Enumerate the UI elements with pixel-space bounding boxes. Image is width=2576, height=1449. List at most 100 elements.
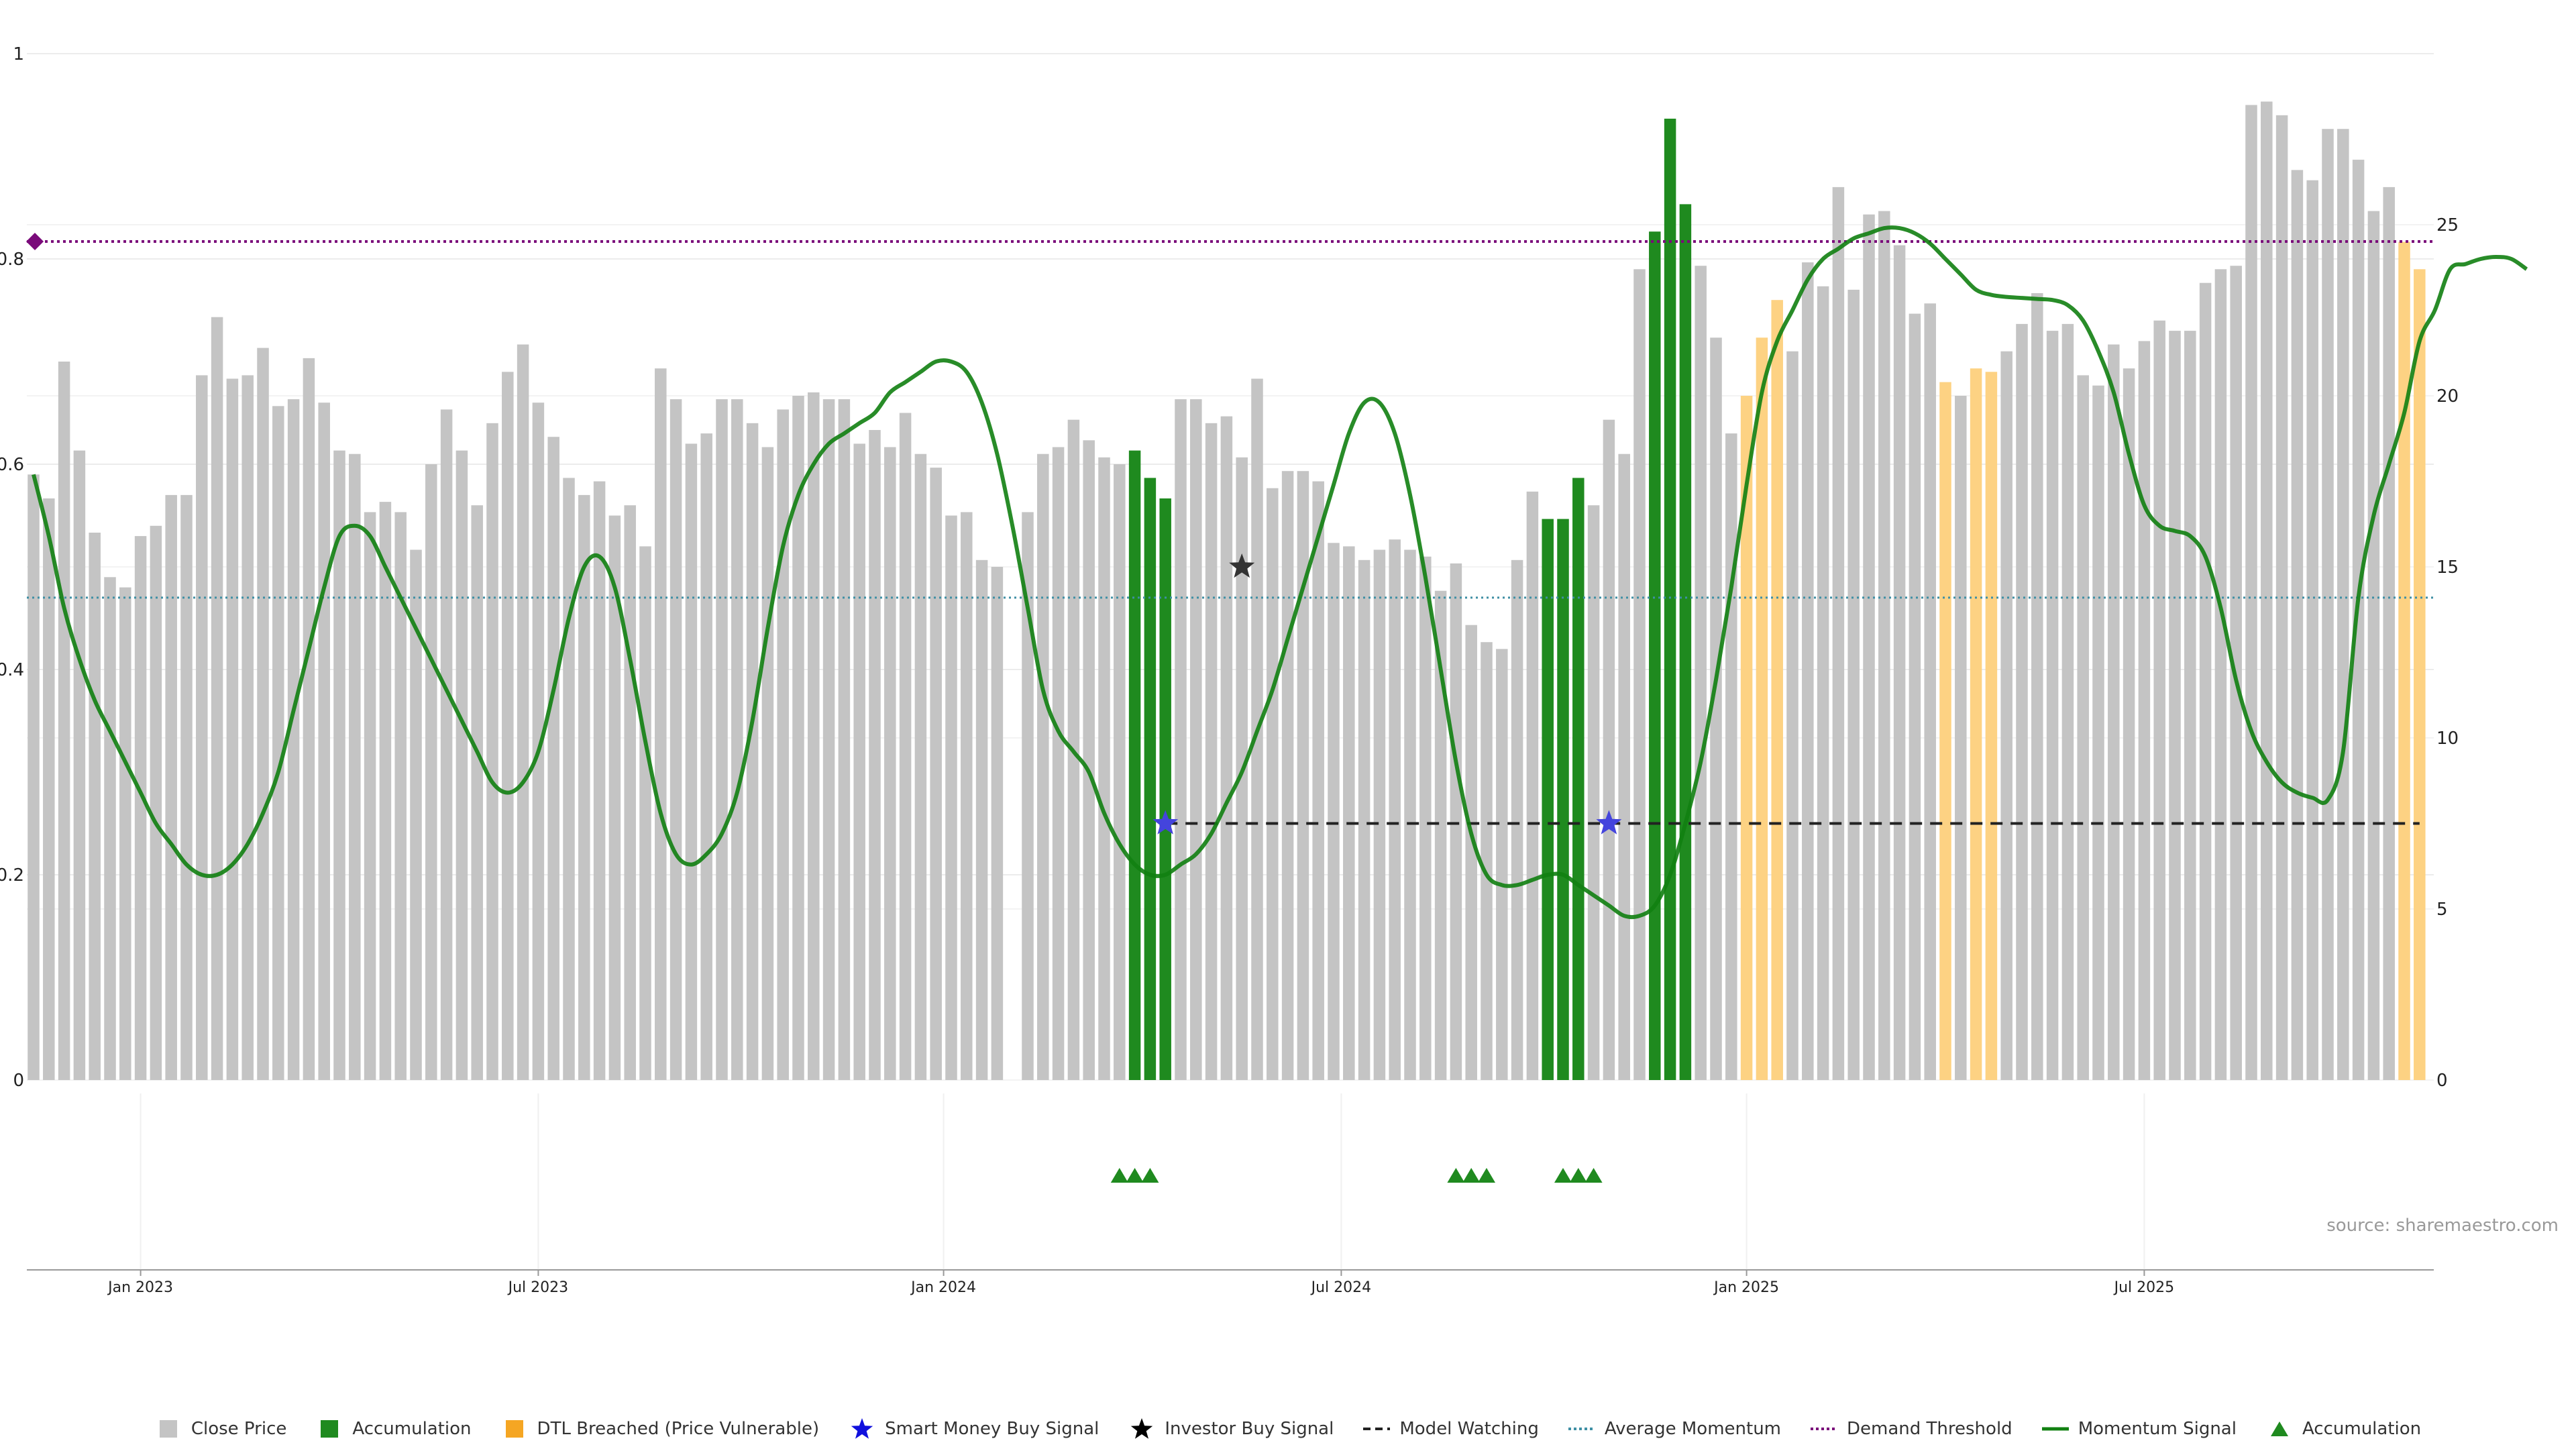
- close-price-bar: [624, 505, 636, 1080]
- close-price-bar: [425, 464, 437, 1080]
- close-price-bar: [532, 402, 545, 1080]
- close-price-bar: [1404, 549, 1416, 1080]
- close-price-bar: [869, 430, 881, 1080]
- close-price-bar: [1603, 419, 1615, 1080]
- close-price-bar: [639, 546, 651, 1080]
- close-price-bar: [89, 533, 101, 1080]
- close-price-bar: [486, 423, 498, 1080]
- close-price-bar: [1909, 313, 1921, 1081]
- green-square-icon: [321, 1420, 339, 1438]
- close-price-bar: [333, 450, 345, 1080]
- close-price-bar: [2016, 323, 2028, 1080]
- legend-label: Accumulation: [2302, 1419, 2422, 1439]
- close-price-bar: [471, 505, 483, 1080]
- black-star-icon: [1131, 1418, 1153, 1439]
- right-axis-tick-label: 10: [2436, 729, 2459, 749]
- momentum-signal-path: [32, 225, 2528, 920]
- close-price-bar: [1802, 262, 1814, 1081]
- dashed-line-icon: [1363, 1428, 1391, 1430]
- close-price-bar: [104, 577, 116, 1080]
- close-price-bar: [2245, 105, 2257, 1080]
- close-price-bar: [685, 443, 698, 1080]
- accumulation-bar: [1572, 478, 1585, 1080]
- x-axis-tick-label: Jul 2025: [2113, 1279, 2175, 1296]
- accumulation-triangle: [1478, 1168, 1495, 1183]
- close-price-bar: [1481, 642, 1493, 1080]
- close-price-bar: [1419, 556, 1432, 1080]
- close-price-bar: [502, 372, 514, 1080]
- close-price-bar: [1328, 543, 1340, 1080]
- close-price-bar: [930, 468, 942, 1080]
- close-price-bar: [1924, 303, 1936, 1080]
- legend-item: Model Watching: [1363, 1417, 1539, 1440]
- close-price-bar: [196, 375, 208, 1080]
- legend-item: Accumulation: [2266, 1417, 2421, 1440]
- close-price-bar: [2138, 341, 2151, 1080]
- close-price-bar: [1098, 457, 1110, 1080]
- close-price-bar: [379, 502, 392, 1080]
- close-price-bar: [669, 399, 682, 1080]
- close-price-bar: [608, 515, 621, 1080]
- legend-item: Investor Buy Signal: [1128, 1417, 1334, 1440]
- x-axis-tick-label: Jan 2024: [910, 1279, 976, 1296]
- right-axis-tick-label: 0: [2436, 1071, 2448, 1091]
- accumulation-triangle: [1585, 1168, 1603, 1183]
- dtl-breached-bar: [1939, 382, 1951, 1080]
- close-price-bar: [211, 317, 223, 1081]
- close-price-bar: [547, 437, 559, 1080]
- accumulation-triangle: [1447, 1168, 1465, 1183]
- accumulation-triangle: [1141, 1168, 1159, 1183]
- close-price-bar: [991, 567, 1004, 1080]
- close-price-bar: [1373, 549, 1386, 1080]
- close-price-bar: [2108, 344, 2120, 1080]
- close-price-bar: [1022, 512, 1034, 1080]
- close-price-bar: [563, 478, 575, 1080]
- close-price-bar: [180, 494, 193, 1080]
- close-price-bar: [272, 406, 284, 1080]
- gray-square-icon: [159, 1420, 177, 1438]
- dtl-breached-bar: [2414, 269, 2426, 1080]
- close-price-bar: [2077, 375, 2089, 1080]
- close-price-bar: [716, 399, 728, 1080]
- legend-label: Smart Money Buy Signal: [885, 1419, 1099, 1439]
- x-axis-tick-label: Jan 2025: [1713, 1279, 1779, 1296]
- close-price-bar: [1083, 440, 1095, 1080]
- accumulation-bar: [1664, 118, 1676, 1080]
- close-price-bar: [1465, 625, 1477, 1080]
- close-price-bar: [1618, 453, 1630, 1080]
- left-axis-tick-label: 1: [13, 44, 24, 64]
- close-price-bar: [2031, 293, 2043, 1080]
- close-price-bar: [1205, 423, 1218, 1080]
- accumulation-triangle: [1462, 1168, 1481, 1183]
- close-price-bar: [134, 536, 147, 1080]
- close-price-bar: [2291, 170, 2304, 1080]
- x-axis-tick-label: Jul 2024: [1310, 1279, 1372, 1296]
- left-axis-tick-label: 0.2: [0, 865, 24, 885]
- smart-money-buy-star: [1596, 810, 1622, 835]
- close-price-bar: [1511, 559, 1523, 1080]
- right-axis-tick-label: 15: [2436, 557, 2459, 578]
- solid-line-icon: [2041, 1427, 2069, 1431]
- close-price-bar: [410, 549, 422, 1080]
- momentum-signal-line: [32, 225, 2528, 920]
- legend-label: Model Watching: [1399, 1419, 1539, 1439]
- legend-label: Accumulation: [352, 1419, 472, 1439]
- close-price-bar: [2352, 160, 2365, 1081]
- close-price-bar: [241, 375, 254, 1080]
- close-price-bar: [1817, 286, 1829, 1080]
- close-price-bar: [517, 344, 529, 1080]
- close-price-bar: [746, 423, 759, 1080]
- price-bars: [28, 101, 2426, 1081]
- right-axis-tick-label: 25: [2436, 215, 2459, 235]
- legend-label: DTL Breached (Price Vulnerable): [537, 1419, 820, 1439]
- close-price-bar: [1175, 399, 1187, 1080]
- close-price-bar: [1526, 491, 1539, 1080]
- close-price-bar: [1281, 471, 1294, 1080]
- close-price-bar: [761, 447, 774, 1080]
- left-axis-tick-label: 0.8: [0, 250, 24, 270]
- accumulation-triangle: [1554, 1168, 1572, 1183]
- close-price-bar: [792, 396, 804, 1080]
- close-price-bar: [1786, 351, 1799, 1081]
- close-price-bar: [1847, 289, 1860, 1080]
